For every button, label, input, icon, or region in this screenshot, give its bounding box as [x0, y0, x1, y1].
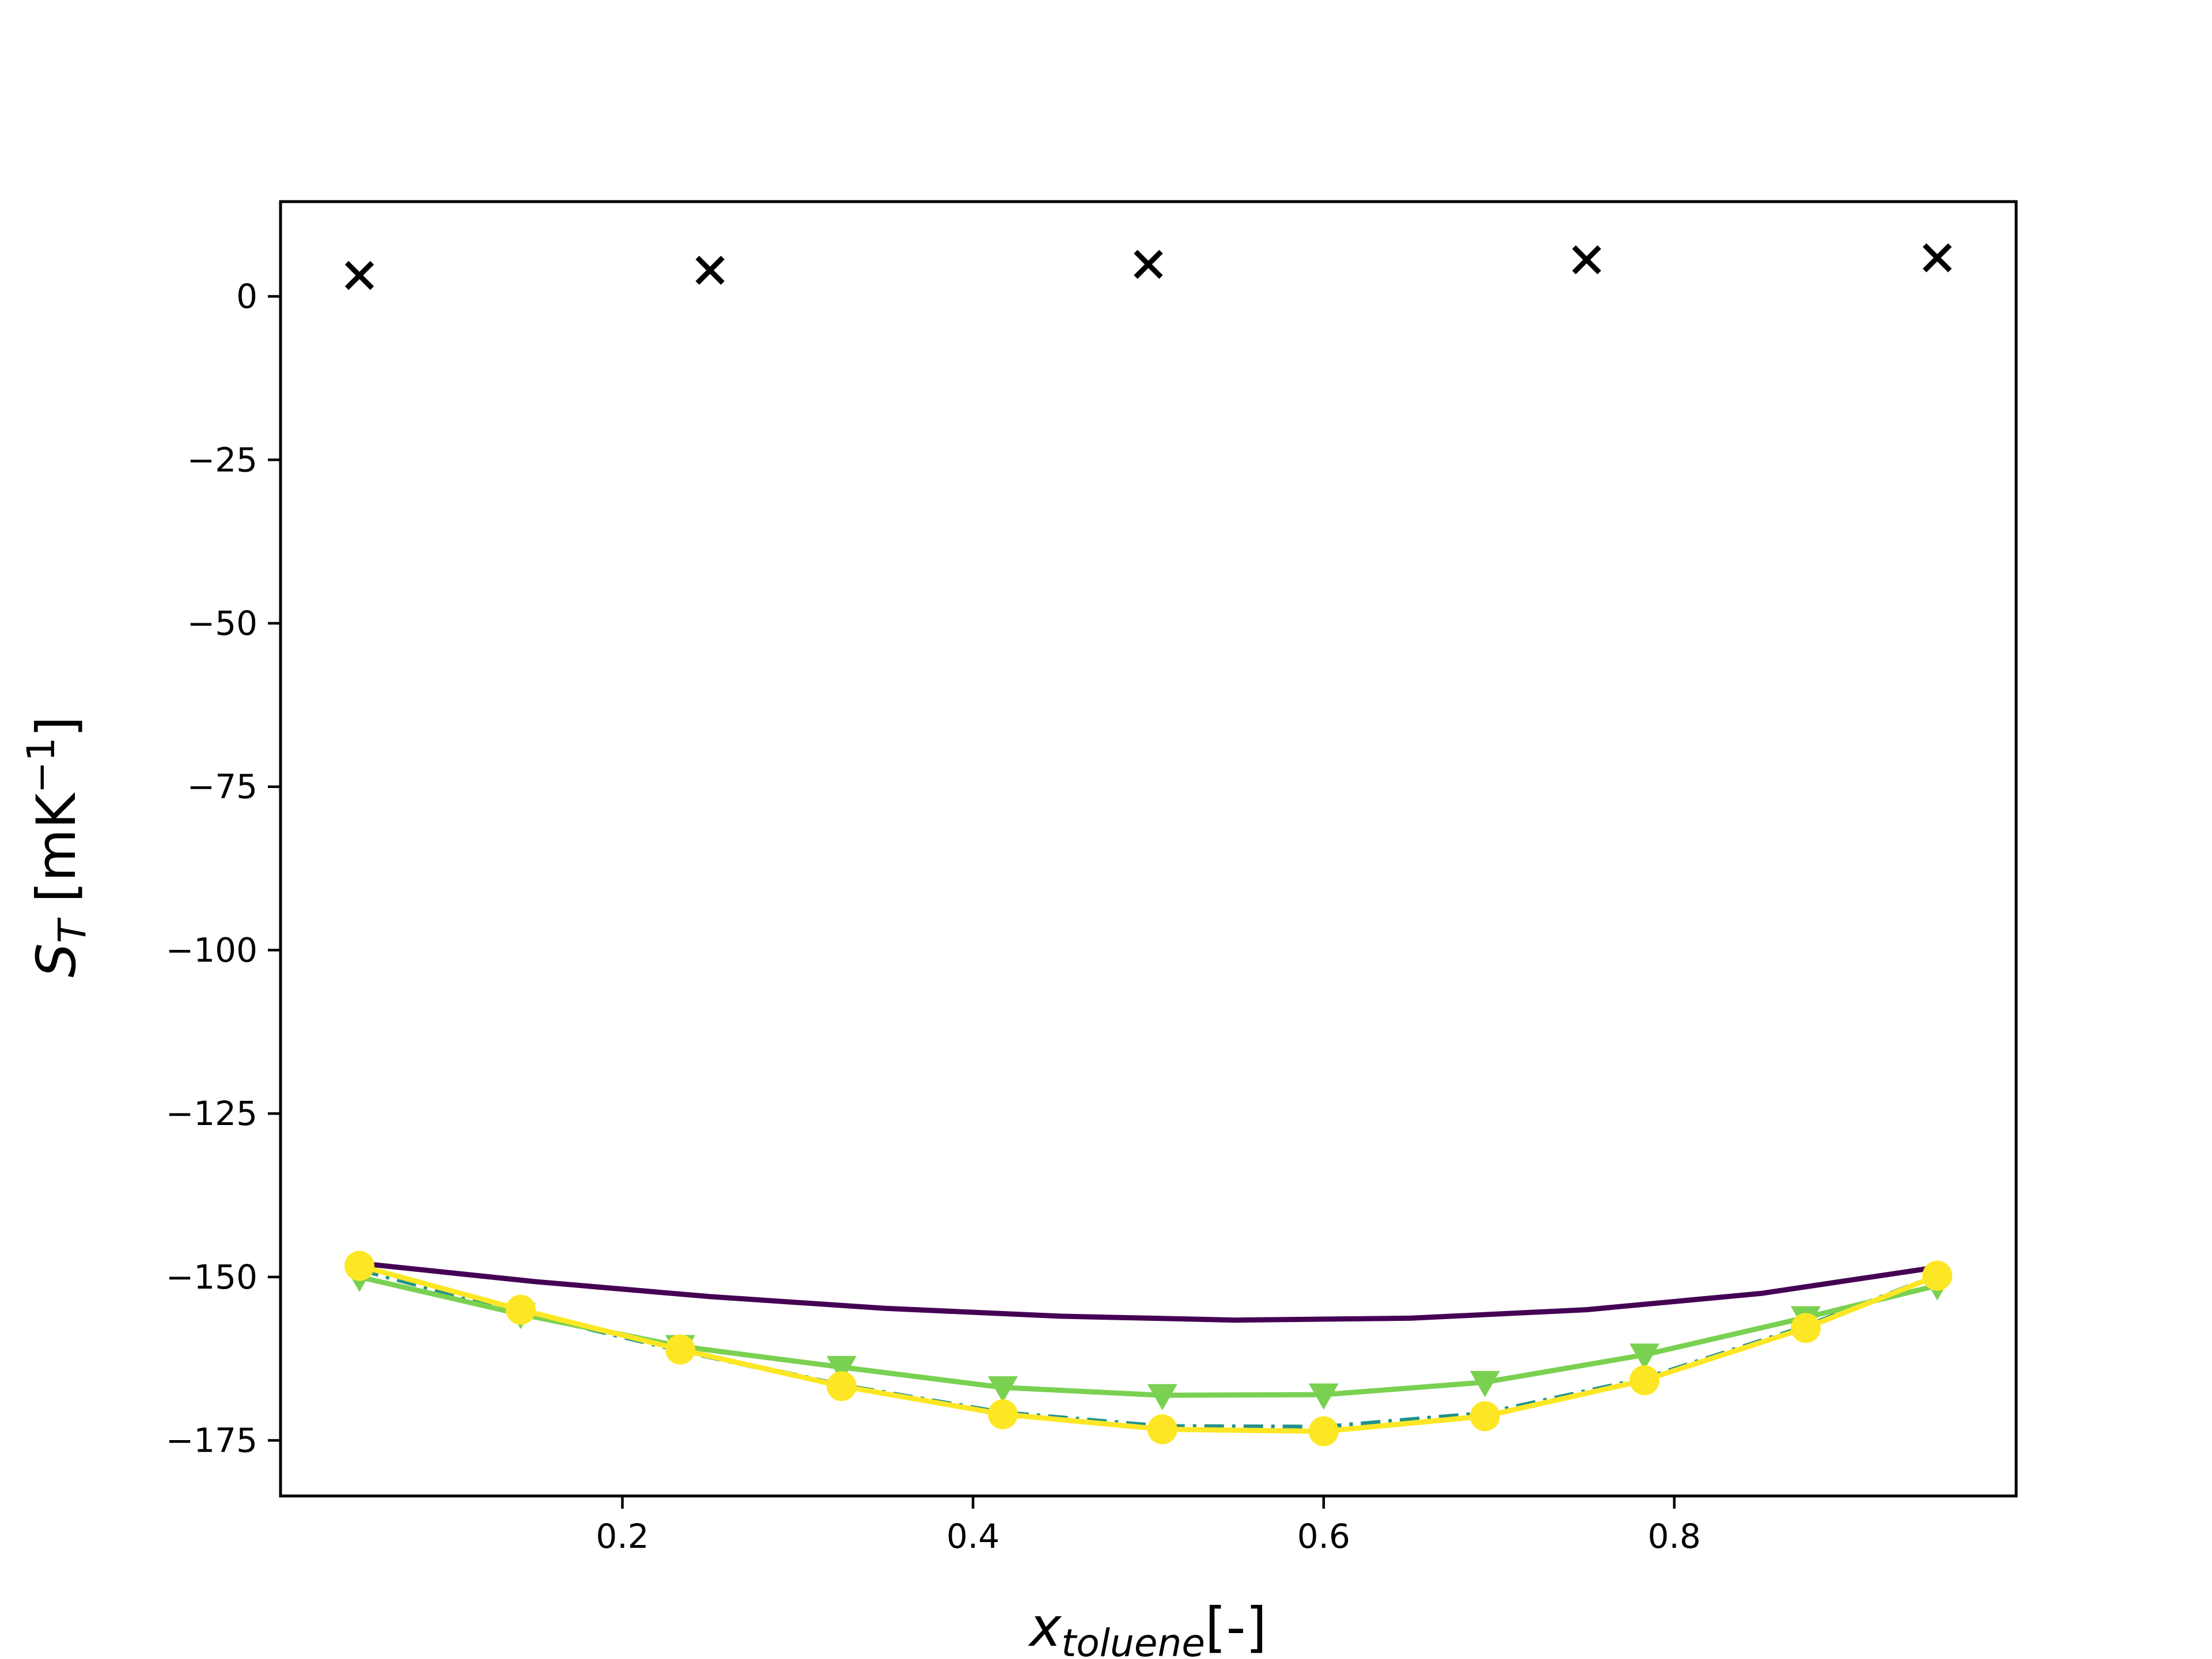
x-tick-label-1: 0.4	[946, 1517, 999, 1556]
y-tick-label-1: −25	[187, 440, 257, 479]
series-4	[344, 243, 1952, 290]
y-tick-label-2: −50	[187, 604, 257, 643]
series-4-point-0	[344, 261, 374, 290]
series-layer	[344, 243, 1953, 1446]
y-axis-label-unit: [mK	[25, 792, 88, 920]
series-2-point-8	[1629, 1343, 1660, 1370]
x-axis-label-suffix: [-]	[1205, 1596, 1267, 1659]
series-3-point-0	[344, 1251, 374, 1281]
x-tick-label-3: 0.8	[1647, 1517, 1700, 1556]
series-3-point-7	[1469, 1401, 1500, 1431]
series-4-point-3	[1572, 245, 1601, 275]
series-4-point-4	[1922, 243, 1952, 272]
y-tick-label-5: −125	[166, 1094, 257, 1133]
series-3-point-2	[665, 1334, 695, 1365]
x-tick-label-2: 0.6	[1297, 1517, 1350, 1556]
series-0-line	[357, 1260, 1940, 1323]
series-3	[344, 1251, 1953, 1446]
y-tick-label-7: −175	[166, 1421, 257, 1460]
y-axis-label: ST [mK−1]	[19, 716, 94, 978]
plot-area	[281, 202, 2016, 1496]
y-tick-label-0: 0	[236, 277, 257, 316]
plot-frame	[279, 200, 2018, 1498]
series-4-point-4-stroke-b	[1922, 243, 1952, 272]
y-axis-label-main: S	[25, 943, 88, 978]
series-4-point-1	[695, 255, 725, 285]
x-axis-label: xtoluene[-]	[1028, 1596, 1267, 1659]
series-4-point-2-stroke-b	[1134, 249, 1163, 279]
series-3-point-4	[987, 1399, 1018, 1430]
series-3-point-5	[1147, 1414, 1177, 1445]
x-tick-label-0: 0.2	[596, 1517, 649, 1556]
y-tick-label-4: −100	[166, 930, 257, 969]
y-axis-label-sub: T	[50, 917, 94, 943]
x-axis-label-sub: toluene	[1061, 1621, 1205, 1659]
series-3-point-10	[1922, 1260, 1953, 1291]
x-axis: 0.2 0.4 0.6 0.8	[596, 1496, 1701, 1556]
y-axis: 0 −25 −50 −75 −100 −125 −150 −175	[166, 277, 281, 1460]
series-2-point-3	[826, 1355, 857, 1382]
series-4-point-2	[1134, 249, 1163, 279]
x-axis-label-main: x	[1028, 1596, 1062, 1659]
y-axis-label-sup: −1	[19, 737, 63, 793]
series-2-point-4	[987, 1376, 1018, 1403]
series-3-point-9	[1790, 1313, 1821, 1343]
series-4-point-1-stroke-b	[695, 255, 725, 285]
series-3-point-6	[1308, 1416, 1339, 1446]
series-2-point-7	[1469, 1371, 1500, 1397]
y-tick-label-6: −150	[166, 1257, 257, 1297]
series-4-point-3-stroke-b	[1572, 245, 1601, 275]
series-3-point-1	[505, 1294, 536, 1325]
series-3-point-3	[826, 1371, 857, 1402]
series-0	[357, 1260, 1940, 1323]
series-2-point-6	[1308, 1383, 1339, 1410]
y-tick-label-3: −75	[187, 767, 257, 806]
series-4-point-0-stroke-b	[344, 261, 374, 290]
series-2-point-5	[1147, 1384, 1177, 1411]
series-3-point-8	[1629, 1365, 1660, 1396]
y-axis-label-close: ]	[25, 716, 88, 737]
